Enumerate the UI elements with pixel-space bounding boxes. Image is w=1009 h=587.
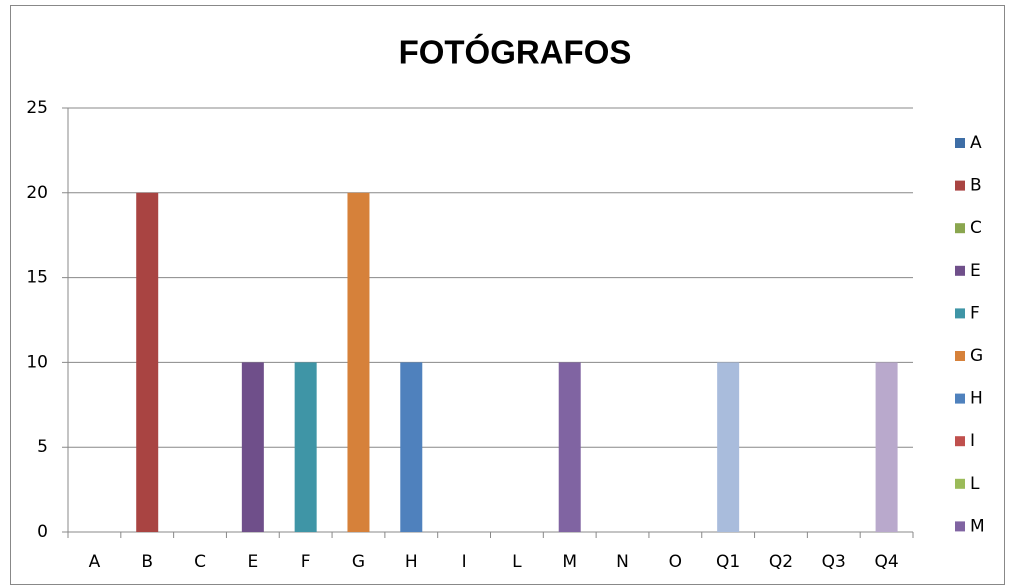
x-tick-label: H <box>405 552 418 572</box>
x-tick-label: M <box>562 552 577 572</box>
x-tick-label: Q2 <box>769 552 793 572</box>
legend-label: M <box>970 516 985 536</box>
bar <box>136 192 159 533</box>
x-tick-label: F <box>301 552 311 572</box>
legend-label: F <box>970 303 980 323</box>
legend-label: H <box>970 389 983 409</box>
y-tick-label: 25 <box>26 98 48 118</box>
legend-label: A <box>970 133 982 153</box>
x-tick-label: O <box>669 552 682 572</box>
legend-label: L <box>970 474 980 494</box>
bar <box>717 362 740 532</box>
bar <box>347 192 370 533</box>
chart-border <box>10 5 1005 585</box>
x-tick-label: Q4 <box>874 552 898 572</box>
legend-swatch <box>955 393 965 404</box>
bar <box>558 362 581 532</box>
legend-label: B <box>970 176 982 196</box>
legend-label: C <box>970 218 982 238</box>
legend-swatch <box>955 436 965 447</box>
bar <box>294 362 317 532</box>
x-tick-label: A <box>89 552 101 572</box>
legend-swatch <box>955 351 965 361</box>
legend-label: I <box>970 431 975 451</box>
legend-swatch <box>955 521 965 532</box>
legend-swatch <box>955 265 965 276</box>
bar <box>400 362 423 532</box>
legend-swatch <box>955 223 965 234</box>
x-tick-label: G <box>352 552 365 572</box>
x-tick-label: B <box>141 552 153 572</box>
y-tick-label: 5 <box>37 437 48 457</box>
x-tick-label: N <box>616 552 629 572</box>
x-tick-label: E <box>247 552 258 572</box>
x-tick-label: Q1 <box>716 552 740 572</box>
x-tick-label: L <box>512 552 522 572</box>
y-tick-label: 20 <box>26 183 48 203</box>
bar <box>241 362 264 532</box>
x-tick-label: Q3 <box>822 552 846 572</box>
bar <box>875 362 898 532</box>
legend-label: G <box>970 346 983 366</box>
chart-title: FOTÓGRAFOS <box>399 34 632 71</box>
y-tick-label: 15 <box>26 268 48 288</box>
legend-swatch <box>955 478 965 489</box>
x-tick-label: C <box>194 552 206 572</box>
x-tick-label: I <box>462 552 467 572</box>
y-tick-label: 10 <box>26 352 48 372</box>
legend-swatch <box>955 180 965 191</box>
legend-swatch <box>955 138 965 148</box>
y-tick-label: 0 <box>37 522 48 542</box>
legend-label: E <box>970 261 981 281</box>
legend-swatch <box>955 308 965 319</box>
